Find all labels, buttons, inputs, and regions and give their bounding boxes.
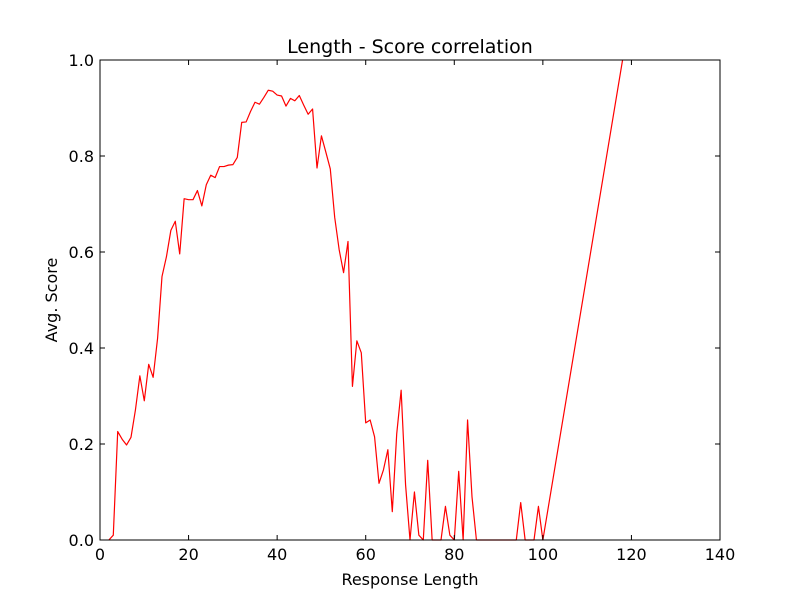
x-axis-title: Response Length [341,570,478,589]
x-tick-label: 140 [705,545,736,564]
ticks-layer: 0 20 40 60 80 100 120 140 0.0 0.2 0.4 0.6 0.8 1.0 [69,51,736,564]
series-line [108,59,624,541]
x-tick-label: 80 [444,545,464,564]
chart-title: Length - Score correlation [287,36,533,58]
x-tick-label: 100 [528,545,559,564]
plot-frame [99,59,721,541]
series-layer [108,59,624,541]
y-tick-label: 0.2 [69,435,94,454]
x-tick-label: 60 [356,545,376,564]
y-tick-label: 1.0 [69,51,94,70]
y-tick-label: 0.0 [69,531,94,550]
x-tick-label: 120 [616,545,647,564]
y-axis-title: Avg. Score [42,258,61,343]
x-tick-label: 40 [267,545,287,564]
x-tick-label: 20 [178,545,198,564]
y-tick-label: 0.8 [69,147,94,166]
y-tick-label: 0.6 [69,243,94,262]
x-tick-label: 0 [95,545,105,564]
y-tick-label: 0.4 [69,339,94,358]
